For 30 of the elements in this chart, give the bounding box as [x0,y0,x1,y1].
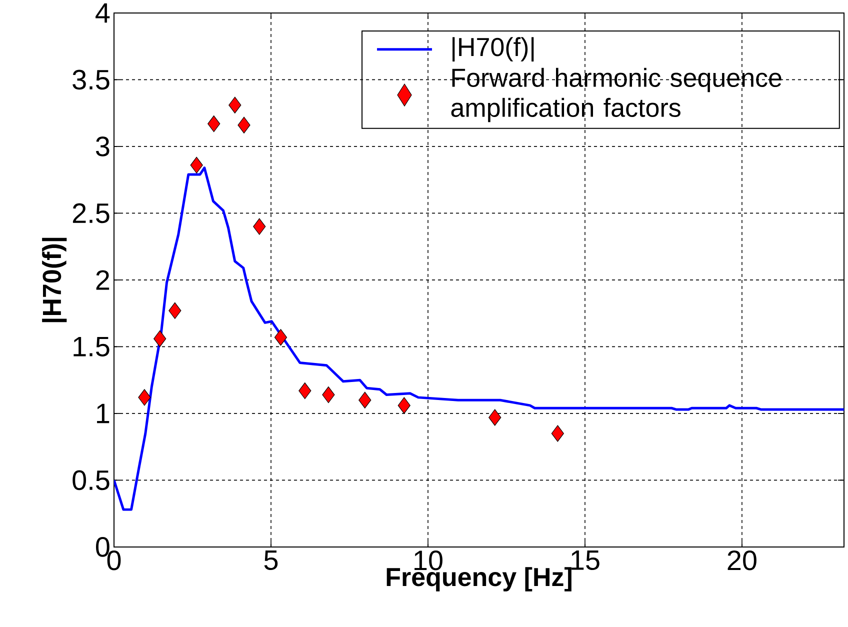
legend-label: |H70(f)| [452,37,534,62]
point [358,392,372,408]
point [551,425,564,442]
point [228,96,242,114]
y-tick-label: 3.5 [72,70,110,90]
point [298,382,312,400]
point [238,116,250,134]
y-tick-label: 2.5 [72,203,110,224]
y-tick-label: 1 [97,404,110,424]
point [208,115,220,132]
y-axis-title: |H70(f)| [42,238,67,322]
legend-label: Forward harmonic sequence amplification factors [451,68,782,122]
x-tick-label: 5 [264,550,278,570]
point [138,389,151,406]
point [190,156,203,174]
point [253,218,266,235]
point [168,302,182,319]
y-tick-label: 4 [96,3,110,23]
y-tick-label: 1.5 [74,336,110,356]
point [322,386,335,404]
y-tick-label: 2 [96,270,110,290]
point [488,409,502,426]
y-tick-label: 0 [96,537,110,557]
point [154,330,166,348]
y-tick-label: 0.5 [72,470,110,490]
x-tick-label: 15 [572,550,600,570]
point [398,397,410,414]
point [274,329,288,346]
x-tick-label: 20 [728,550,756,570]
y-tick-label: 3 [96,136,110,156]
